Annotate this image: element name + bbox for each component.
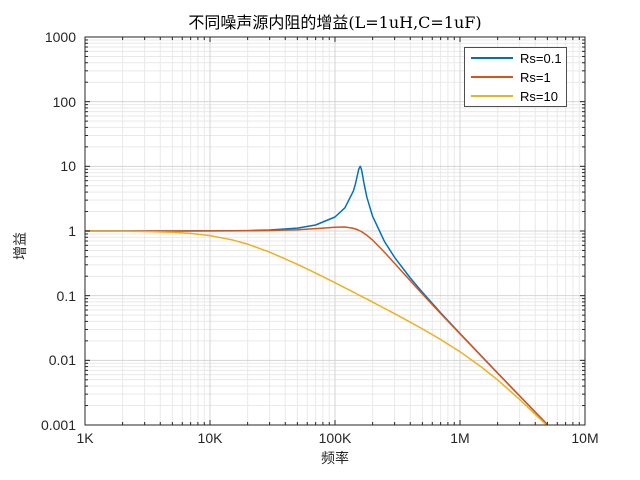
legend-line-swatch bbox=[471, 76, 513, 78]
legend-item-label: Rs=10 bbox=[520, 88, 558, 104]
y-tick-label: 0.1 bbox=[56, 287, 76, 304]
y-tick-label: 100 bbox=[52, 93, 76, 110]
x-tick-label: 1M bbox=[450, 430, 470, 446]
series-lines bbox=[85, 165, 548, 425]
legend-item: Rs=10 bbox=[465, 87, 566, 105]
series-line-rs-1 bbox=[85, 226, 548, 425]
x-tick-label: 10M bbox=[571, 430, 599, 446]
x-axis-label: 频率 bbox=[321, 451, 349, 467]
legend-item: Rs=0.1 bbox=[465, 49, 566, 67]
y-tick-label: 1 bbox=[68, 223, 76, 239]
legend: Rs=0.1 Rs=1 Rs=10 bbox=[464, 47, 567, 107]
axes-box bbox=[84, 36, 586, 426]
legend-item-label: Rs=0.1 bbox=[520, 50, 562, 66]
y-tick-label: 1000 bbox=[44, 29, 76, 45]
x-tick-label: 10K bbox=[197, 430, 223, 446]
series-line-rs-10 bbox=[85, 230, 548, 425]
y-tick-label: 0.01 bbox=[48, 352, 76, 369]
legend-line-swatch bbox=[471, 57, 513, 59]
y-tick-label: 0.001 bbox=[40, 417, 76, 433]
x-tick-label: 1K bbox=[76, 430, 94, 446]
legend-item-label: Rs=1 bbox=[520, 69, 551, 85]
y-tick-label: 10 bbox=[60, 158, 76, 175]
x-tick-label: 100K bbox=[318, 430, 352, 446]
legend-line-swatch bbox=[471, 95, 513, 97]
legend-item: Rs=1 bbox=[465, 68, 566, 86]
chart-title: 不同噪声源内阻的增益(L=1uH,C=1uF) bbox=[188, 13, 482, 32]
